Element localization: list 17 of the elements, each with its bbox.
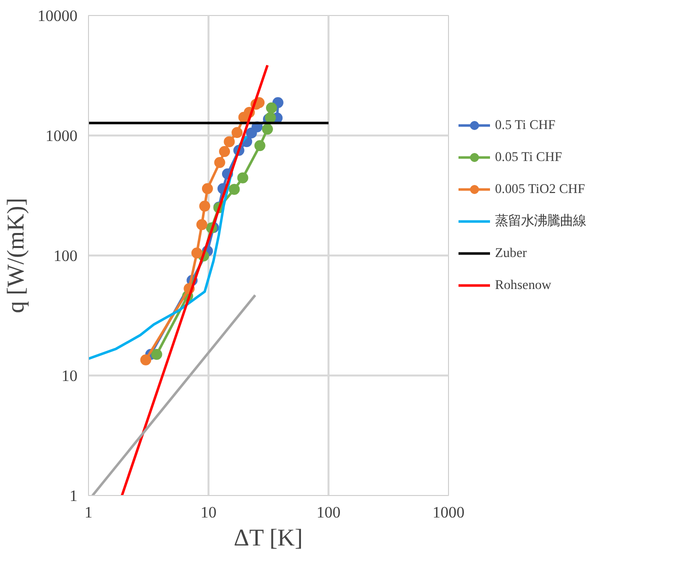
- y-tick-label: 1000: [46, 128, 78, 145]
- y-tick-label: 1: [70, 488, 78, 505]
- legend-label: 蒸留水沸騰曲線: [495, 212, 586, 230]
- y-axis-title: q [W/(mK)]: [4, 198, 30, 314]
- y-tick-label: 10: [62, 368, 78, 385]
- x-axis-title: ΔT [K]: [234, 526, 303, 552]
- x-tick-label: 1000: [432, 504, 464, 522]
- x-tick-label: 1: [84, 504, 92, 522]
- x-tick-label: 100: [316, 504, 340, 522]
- legend-label: 0.5 Ti CHF: [495, 117, 556, 133]
- x-tick-label: 10: [200, 504, 216, 522]
- legend-label: Rohsenow: [495, 277, 552, 293]
- legend-label: 0.05 Ti CHF: [495, 149, 562, 165]
- legend-label: Zuber: [495, 245, 527, 261]
- legend-label: 0.005 TiO2 CHF: [495, 181, 586, 197]
- y-tick-label: 100: [54, 248, 78, 265]
- y-tick-label: 10000: [38, 8, 78, 25]
